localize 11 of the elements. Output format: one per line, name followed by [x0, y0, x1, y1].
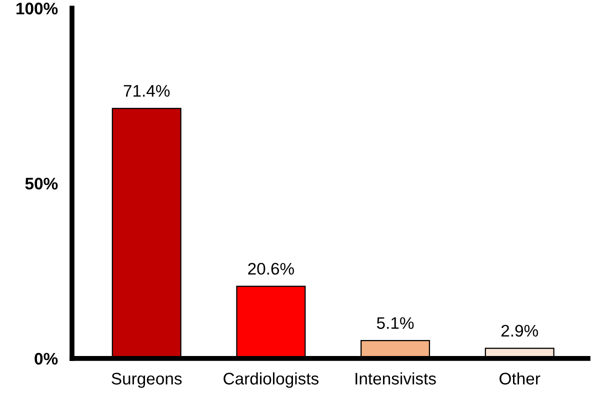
x-tick-label: Intensivists: [356, 372, 436, 385]
x-tick-label: Cardiologists: [224, 372, 319, 388]
data-label: 5.1%: [376, 317, 414, 329]
y-tick-label: 100%: [16, 2, 58, 14]
data-label: 71.4%: [124, 85, 170, 97]
data-label: 20.6%: [248, 262, 294, 275]
data-label: 2.9%: [501, 324, 538, 337]
x-tick-label: Surgeons: [112, 372, 182, 388]
y-tick-label: 50%: [25, 178, 58, 190]
y-tick-label: 0%: [34, 352, 58, 365]
x-tick-label: Other: [500, 372, 540, 385]
